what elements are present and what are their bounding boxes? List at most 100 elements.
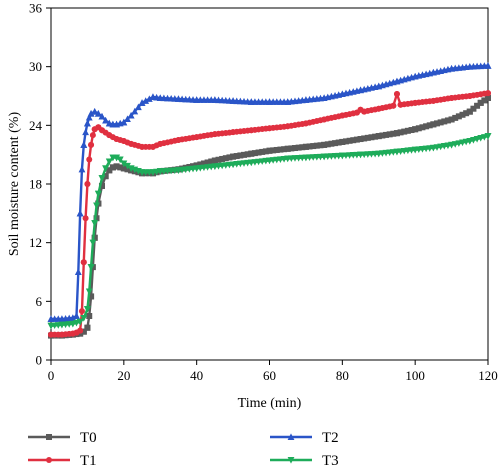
series-t3-point xyxy=(229,161,237,169)
series-t0-point xyxy=(415,125,422,132)
x-tick-label: 20 xyxy=(117,368,130,383)
series-t0-point xyxy=(368,134,375,141)
series-t0-point xyxy=(273,146,280,153)
series-t3-point xyxy=(247,159,255,167)
series-t1-point xyxy=(485,90,491,97)
series-t2-point xyxy=(73,312,80,319)
series-t2-point xyxy=(466,63,474,70)
series-t2-point xyxy=(120,118,128,126)
series-t1-point xyxy=(157,140,164,147)
legend-marker xyxy=(46,434,52,440)
series-t0-point xyxy=(357,136,364,143)
series-t0-point xyxy=(375,133,382,140)
series-t2-point xyxy=(338,90,346,98)
series-t3-point xyxy=(338,152,346,160)
y-tick-label: 0 xyxy=(36,353,43,368)
legend-item-t1: T1 xyxy=(28,453,97,469)
series-t2-point xyxy=(78,165,86,173)
series-t3-point xyxy=(149,169,157,176)
series-t1-point xyxy=(120,137,127,144)
series-t3-point xyxy=(80,314,88,322)
series-t0-point xyxy=(342,138,349,145)
x-tick-label: 100 xyxy=(405,368,425,383)
series-t2-point xyxy=(127,111,135,119)
series-t2-point xyxy=(135,103,142,111)
series-t0-point xyxy=(102,173,109,180)
series-t2-point xyxy=(229,97,237,104)
series-t2-point xyxy=(156,94,164,101)
series-t0-point xyxy=(226,154,233,161)
series-t0-point xyxy=(408,127,415,134)
series-t2-point xyxy=(211,96,219,103)
series-t0-point xyxy=(364,134,371,141)
series-t3-point xyxy=(113,154,120,162)
series-t0-point xyxy=(255,149,262,156)
legend-item-t0: T0 xyxy=(28,430,97,446)
series-t0-point xyxy=(291,145,298,152)
series-t0-point xyxy=(455,113,462,120)
series-t1-point xyxy=(106,132,113,139)
legend-marker xyxy=(287,457,295,464)
series-t1-point xyxy=(284,123,291,130)
series-t0-point xyxy=(117,164,124,171)
series-t3-point xyxy=(193,165,201,172)
series-t0-point xyxy=(324,141,331,148)
legend: T0 T1 T2 T3 xyxy=(28,430,339,469)
series-t3-point xyxy=(211,163,219,170)
series-t3-point xyxy=(58,321,66,329)
series-t1-point xyxy=(149,143,156,150)
series-t0-point xyxy=(93,215,100,222)
series-t2-point xyxy=(113,120,120,128)
series-t3 xyxy=(47,133,492,330)
series-t2-point xyxy=(58,315,66,322)
series-t2-point xyxy=(87,110,95,117)
series-t0-point xyxy=(204,159,211,166)
series-t2-point xyxy=(175,95,182,102)
series-t1-point xyxy=(88,141,95,148)
series-t2-point xyxy=(357,86,364,94)
series-t3-point xyxy=(127,165,135,172)
series-t2-point xyxy=(484,62,492,69)
series-t3-point xyxy=(89,239,97,247)
series-t1-point xyxy=(321,116,328,123)
legend-item-t3: T3 xyxy=(270,453,339,469)
series-t0-point xyxy=(84,324,91,331)
series-t2-point xyxy=(85,113,93,121)
series-t3-point xyxy=(76,318,84,326)
series-t0-point xyxy=(401,128,408,135)
series-t1-point xyxy=(448,94,455,101)
series-t2-point xyxy=(320,94,328,101)
series-t0-point xyxy=(284,145,291,152)
series-t0-point xyxy=(452,114,459,121)
series-t0-point xyxy=(91,234,98,241)
series-t0-point xyxy=(466,108,473,115)
series-t0-point xyxy=(248,150,255,157)
legend-label: T1 xyxy=(80,453,97,469)
series-t2-point xyxy=(429,68,437,76)
series-t3-point xyxy=(116,156,124,164)
series-t0-point xyxy=(361,135,368,142)
series-t0-point xyxy=(310,143,317,150)
series-t2-point xyxy=(47,315,55,322)
series-t0-point xyxy=(481,97,488,104)
series-t3-point xyxy=(102,165,110,172)
series-t1-point xyxy=(80,259,87,266)
series-t0-point xyxy=(317,142,324,149)
x-tick-label: 120 xyxy=(478,368,498,383)
series-t2-point xyxy=(302,96,310,103)
series-t3-point xyxy=(93,202,100,210)
series-t3-point xyxy=(302,154,310,162)
series-t2-point xyxy=(82,128,89,136)
series-t1-point xyxy=(89,132,96,139)
series-t3-point xyxy=(120,160,128,168)
series-t0-point xyxy=(98,182,105,189)
series-t0-point xyxy=(335,139,342,146)
series-t1-point xyxy=(175,137,182,143)
series-t1-point xyxy=(466,93,473,99)
series-t0-point xyxy=(113,163,120,170)
series-t1-point xyxy=(86,156,93,163)
series-t1-point xyxy=(193,134,200,141)
series-t3-point xyxy=(47,322,55,330)
plot-area xyxy=(50,7,489,361)
series-t1-point xyxy=(230,129,237,136)
